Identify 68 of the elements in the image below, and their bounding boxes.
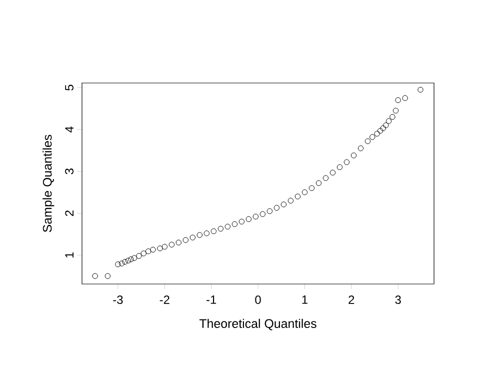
point (344, 159, 350, 165)
point (383, 122, 389, 128)
point (316, 180, 322, 186)
point (288, 198, 294, 204)
point (136, 253, 142, 259)
point (260, 211, 266, 217)
point (266, 208, 273, 214)
point (395, 97, 401, 104)
y-tick-label: 3 (65, 168, 74, 174)
point (358, 145, 364, 152)
point (145, 248, 152, 254)
point (364, 138, 371, 144)
point (218, 226, 224, 232)
point (370, 134, 376, 140)
x-tick-label: 0 (255, 296, 261, 304)
point (190, 234, 196, 240)
x-tick-label: -3 (113, 296, 123, 304)
point (252, 214, 259, 220)
point (380, 125, 386, 132)
point (336, 164, 343, 170)
point (176, 240, 182, 246)
point (374, 130, 380, 137)
x-axis-title: Theoretical Quantiles (199, 318, 316, 330)
point (150, 246, 156, 253)
y-tick-label: 5 (65, 84, 74, 90)
point (322, 175, 329, 181)
x-tick-label: 3 (395, 296, 401, 304)
point (386, 118, 392, 124)
x-tick-label: 2 (348, 296, 354, 304)
y-tick-label: 1 (65, 252, 74, 258)
point (232, 221, 238, 227)
point (115, 261, 121, 268)
point (390, 114, 396, 120)
point (418, 86, 424, 93)
point (104, 273, 111, 279)
point (302, 189, 308, 196)
point (204, 230, 210, 236)
point (308, 185, 315, 191)
x-tick-label: -1 (206, 296, 216, 304)
point (168, 242, 174, 248)
point (392, 108, 399, 114)
point (350, 152, 357, 158)
point (210, 228, 217, 234)
x-tick-label: -2 (160, 296, 170, 304)
y-tick-label: 4 (65, 126, 74, 133)
point (92, 273, 98, 279)
point (330, 170, 336, 176)
point (280, 202, 287, 208)
point (131, 255, 138, 261)
point (122, 258, 128, 265)
point (274, 204, 280, 211)
point (377, 128, 384, 134)
point (162, 244, 168, 250)
point (196, 232, 202, 238)
point (402, 95, 408, 101)
point (294, 194, 301, 200)
y-tick-label: 2 (65, 210, 74, 216)
point (238, 218, 245, 224)
point (118, 260, 125, 266)
point (224, 224, 231, 230)
point (125, 258, 132, 264)
point (246, 216, 252, 222)
x-tick-label: 1 (302, 296, 308, 304)
point (140, 250, 146, 256)
point (128, 256, 134, 262)
y-axis-title: Sample Quantiles (42, 134, 54, 232)
point (157, 246, 163, 252)
point (182, 237, 188, 243)
